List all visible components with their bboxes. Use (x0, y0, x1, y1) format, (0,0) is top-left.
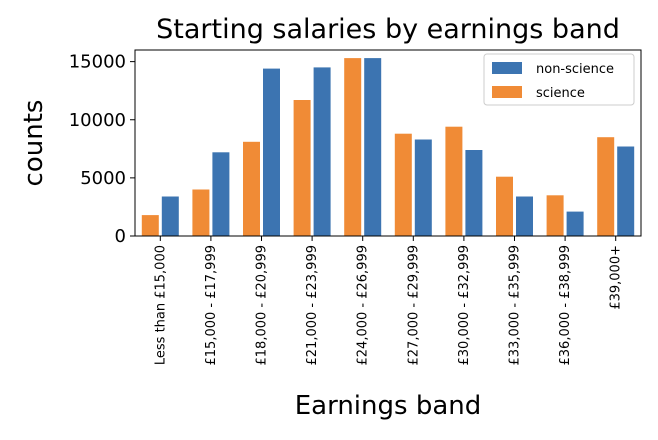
legend-swatch-science (492, 86, 522, 98)
x-axis-label: Earnings band (295, 391, 482, 421)
bar-science-8 (546, 195, 564, 236)
x-tick-label: £33,000 - £35,999 (508, 245, 523, 365)
bar-non-science-4 (364, 58, 382, 236)
legend-swatch-non-science (492, 62, 522, 74)
x-tick-label: £30,000 - £32,999 (457, 245, 472, 365)
bar-non-science-3 (313, 67, 331, 237)
bar-science-2 (243, 141, 260, 236)
bar-non-science-7 (516, 196, 533, 236)
x-axis: Less than £15,000 £15,000 - £17,999 £18,00… (153, 236, 624, 365)
legend-label-science: science (536, 86, 585, 101)
bar-non-science-8 (566, 211, 584, 236)
bar-science-5 (394, 133, 412, 236)
y-tick-label: 15000 (69, 52, 126, 73)
x-tick-label: £21,000 - £23,999 (305, 245, 320, 365)
bar-non-science-9 (617, 146, 635, 236)
bar-science-7 (496, 176, 513, 236)
bar-non-science-6 (465, 150, 483, 236)
bar-non-science-5 (414, 139, 432, 236)
bar-non-science-1 (212, 152, 230, 236)
chart-title: Starting salaries by earnings band (156, 14, 620, 45)
y-tick-label: 5000 (80, 168, 126, 189)
x-tick-label: £24,000 - £26,999 (356, 245, 371, 365)
y-tick-label: 0 (115, 226, 126, 247)
x-tick-label: £18,000 - £20,999 (255, 245, 270, 365)
bar-science-9 (597, 137, 615, 236)
x-tick-label: £39,000+ (609, 245, 624, 310)
bar-non-science-2 (263, 68, 280, 236)
bar-science-4 (344, 58, 362, 236)
bars-group (141, 58, 635, 237)
y-axis: 0 5000 10000 15000 (69, 52, 135, 247)
x-tick-label: £36,000 - £38,999 (558, 245, 573, 365)
plot-frame (134, 49, 642, 237)
x-tick-label: Less than £15,000 (153, 245, 168, 365)
y-axis-label: counts (19, 100, 49, 187)
legend-label-non-science: non-science (536, 62, 614, 77)
x-tick-label: £15,000 - £17,999 (204, 245, 219, 365)
y-tick-label: 10000 (69, 110, 126, 131)
bar-non-science-0 (161, 196, 179, 236)
bar-science-0 (141, 215, 159, 236)
bar-science-1 (192, 189, 210, 236)
bar-science-3 (293, 100, 311, 236)
legend: non-science science (483, 53, 635, 106)
bar-science-6 (445, 126, 463, 236)
x-tick-label: £27,000 - £29,999 (406, 245, 421, 365)
